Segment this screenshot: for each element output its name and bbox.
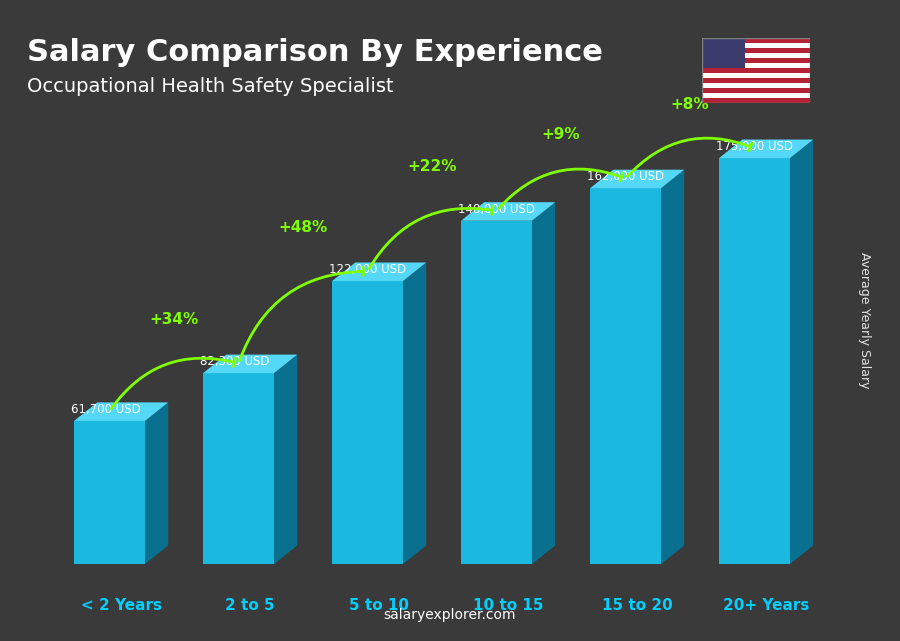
Polygon shape [332, 263, 427, 281]
Bar [702, 68, 810, 73]
Polygon shape [74, 421, 145, 564]
Bar [702, 93, 810, 97]
Text: Salary Comparison By Experience: Salary Comparison By Experience [27, 38, 603, 67]
Text: Occupational Health Safety Specialist: Occupational Health Safety Specialist [27, 77, 393, 96]
Text: 82,300 USD: 82,300 USD [201, 355, 270, 369]
Bar [702, 53, 810, 58]
Bar [702, 38, 810, 44]
Polygon shape [74, 403, 168, 421]
Bar [702, 78, 810, 83]
Bar [702, 97, 810, 103]
Text: < 2 Years: < 2 Years [81, 598, 162, 613]
Bar [702, 63, 810, 68]
Polygon shape [590, 170, 684, 188]
Text: 175,000 USD: 175,000 USD [716, 140, 794, 153]
Polygon shape [461, 221, 532, 564]
Bar [702, 83, 810, 88]
Text: +48%: +48% [278, 220, 328, 235]
Polygon shape [719, 140, 814, 158]
Text: Average Yearly Salary: Average Yearly Salary [858, 253, 870, 388]
Text: 15 to 20: 15 to 20 [602, 598, 672, 613]
Text: +34%: +34% [149, 312, 199, 327]
Bar [702, 58, 810, 63]
Bar [702, 48, 810, 53]
Polygon shape [274, 354, 297, 564]
Polygon shape [590, 188, 661, 564]
Text: 10 to 15: 10 to 15 [472, 598, 544, 613]
Text: +8%: +8% [670, 97, 709, 112]
Text: 2 to 5: 2 to 5 [225, 598, 274, 613]
Bar [702, 73, 810, 78]
Polygon shape [145, 403, 168, 564]
Polygon shape [532, 202, 555, 564]
Bar [702, 44, 810, 48]
Bar [702, 38, 745, 68]
Polygon shape [203, 354, 297, 373]
Bar [702, 88, 810, 93]
Text: 162,000 USD: 162,000 USD [588, 171, 664, 183]
Polygon shape [332, 281, 403, 564]
Text: +22%: +22% [407, 160, 456, 174]
Polygon shape [403, 263, 427, 564]
Text: 122,000 USD: 122,000 USD [329, 263, 407, 276]
Polygon shape [719, 158, 790, 564]
Polygon shape [790, 140, 814, 564]
Text: 20+ Years: 20+ Years [723, 598, 809, 613]
Text: salaryexplorer.com: salaryexplorer.com [383, 608, 517, 622]
Polygon shape [661, 170, 684, 564]
Text: 61,700 USD: 61,700 USD [71, 403, 141, 416]
Text: 148,000 USD: 148,000 USD [458, 203, 536, 216]
Polygon shape [461, 202, 555, 221]
Text: 5 to 10: 5 to 10 [349, 598, 410, 613]
Polygon shape [203, 373, 274, 564]
Text: +9%: +9% [542, 127, 580, 142]
